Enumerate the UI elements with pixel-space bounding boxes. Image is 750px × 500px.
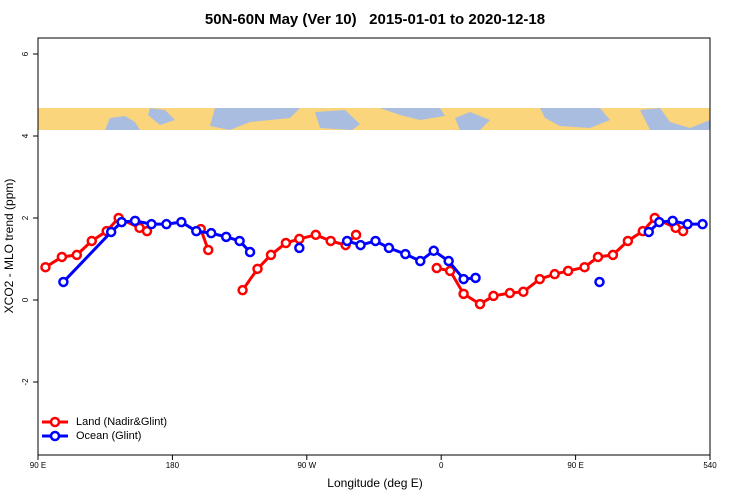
series-line bbox=[62, 219, 703, 284]
legend-label: Land (Nadir&Glint) bbox=[76, 416, 167, 428]
data-point bbox=[220, 231, 232, 243]
data-point bbox=[549, 268, 560, 280]
y-tick-label: 4 bbox=[21, 133, 30, 138]
data-point bbox=[470, 272, 481, 284]
data-point bbox=[234, 235, 245, 247]
x-tick-label: 540 bbox=[703, 461, 717, 470]
data-point bbox=[622, 235, 634, 247]
data-point bbox=[474, 298, 486, 310]
y-tick-label: 0 bbox=[21, 297, 30, 302]
data-point bbox=[682, 218, 693, 230]
y-tick-label: -2 bbox=[21, 378, 30, 386]
data-point bbox=[458, 273, 469, 285]
data-point bbox=[653, 216, 665, 228]
x-axis-label: Longitude (deg E) bbox=[327, 476, 422, 490]
x-tick-label: 90 W bbox=[297, 461, 316, 470]
data-point bbox=[105, 226, 117, 238]
x-tick-label: 90 E bbox=[567, 461, 583, 470]
data-point bbox=[244, 246, 256, 258]
data-point bbox=[191, 225, 202, 237]
y-tick-label: 6 bbox=[21, 51, 30, 56]
data-point bbox=[677, 225, 689, 237]
data-point bbox=[341, 235, 353, 247]
data-point bbox=[383, 242, 395, 254]
data-point bbox=[594, 276, 605, 288]
data-point bbox=[415, 255, 426, 267]
data-point bbox=[607, 249, 619, 261]
data-point bbox=[667, 215, 678, 227]
x-tick-label: 180 bbox=[166, 461, 180, 470]
x-tick-label: 0 bbox=[439, 461, 444, 470]
data-point bbox=[294, 242, 305, 254]
data-point bbox=[294, 233, 305, 245]
data-point bbox=[592, 251, 604, 263]
data-point bbox=[116, 216, 127, 228]
data-point bbox=[202, 244, 214, 256]
data-point bbox=[504, 287, 516, 299]
data-point bbox=[458, 288, 469, 300]
legend-marker bbox=[49, 430, 61, 442]
y-axis-label: XCO2 - MLO trend (ppm) bbox=[2, 179, 16, 314]
data-point bbox=[518, 286, 529, 298]
legend-label: Ocean (Glint) bbox=[76, 430, 141, 442]
data-point bbox=[643, 226, 655, 238]
data-point bbox=[71, 249, 83, 261]
data-point bbox=[350, 229, 362, 241]
legend-marker bbox=[49, 416, 61, 428]
data-point bbox=[400, 248, 411, 260]
data-point bbox=[431, 262, 442, 274]
data-point bbox=[146, 218, 157, 230]
data-point bbox=[697, 218, 708, 230]
data-point bbox=[176, 216, 187, 228]
data-point bbox=[579, 261, 590, 273]
data-point bbox=[534, 273, 546, 285]
data-point bbox=[355, 239, 366, 251]
chart-title: 50N-60N May (Ver 10) 2015-01-01 to 2020-… bbox=[205, 11, 545, 28]
data-point bbox=[562, 265, 574, 277]
data-point bbox=[310, 229, 322, 241]
data-point bbox=[237, 284, 248, 296]
data-point bbox=[58, 276, 69, 288]
plot-frame bbox=[37, 37, 711, 456]
data-point bbox=[56, 251, 68, 263]
data-point bbox=[488, 290, 499, 302]
data-point bbox=[370, 235, 381, 247]
data-point bbox=[443, 255, 454, 267]
y-tick-label: 2 bbox=[21, 215, 30, 220]
data-point bbox=[252, 263, 263, 275]
series-line bbox=[44, 216, 684, 306]
x-tick-label: 90 E bbox=[30, 461, 46, 470]
data-point bbox=[161, 218, 172, 230]
data-point bbox=[40, 261, 51, 273]
data-point bbox=[86, 235, 98, 247]
data-point bbox=[141, 225, 153, 237]
data-point bbox=[265, 249, 277, 261]
data-point bbox=[280, 237, 292, 249]
data-point bbox=[428, 245, 439, 257]
map-band bbox=[38, 108, 710, 130]
data-point bbox=[205, 227, 217, 239]
data-point bbox=[129, 215, 141, 227]
data-point bbox=[325, 235, 336, 247]
data-point bbox=[444, 265, 456, 277]
